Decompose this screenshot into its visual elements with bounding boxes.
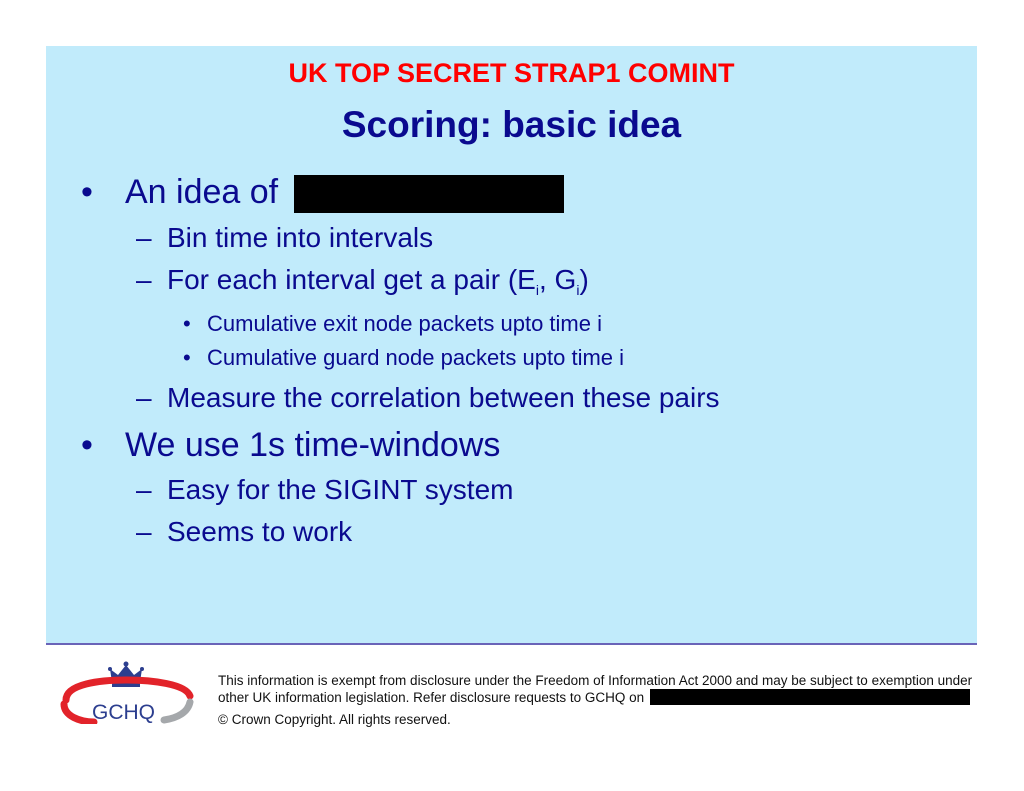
footer-line-2: other UK information legislation. Refer … (218, 689, 970, 705)
footer-line-2-text: other UK information legislation. Refer … (218, 690, 645, 705)
redaction-bar (293, 175, 564, 214)
dash-marker: – (136, 516, 152, 547)
pair-text-start: For each interval get a pair (E (167, 264, 536, 295)
bullet-marker: • (81, 426, 93, 464)
bullet-marker: • (183, 345, 191, 370)
subitem-pair: – For each interval get a pair (Ei, Gi) (136, 264, 589, 298)
bullet-time-windows-text: We use 1s time-windows (125, 426, 501, 464)
subsubitem-guard-node: • Cumulative guard node packets upto tim… (183, 345, 624, 371)
dash-marker: – (136, 474, 152, 505)
subitem-pair-text: For each interval get a pair (Ei, Gi) (167, 264, 589, 298)
subitem-sigint: – Easy for the SIGINT system (136, 474, 513, 506)
subsubitem-exit-node-text: Cumulative exit node packets upto time i (207, 311, 602, 336)
subitem-sigint-text: Easy for the SIGINT system (167, 474, 514, 505)
slide-title: Scoring: basic idea (341, 104, 682, 145)
pair-text-end: ) (579, 264, 589, 295)
bullet-idea: • An idea of (81, 173, 564, 214)
subitem-bin-time: – Bin time into intervals (136, 222, 433, 254)
dash-marker: – (136, 264, 152, 295)
subitem-correlation-text: Measure the correlation between these pa… (167, 382, 720, 413)
subitem-correlation: – Measure the correlation between these … (136, 382, 720, 414)
redaction-bar (649, 689, 970, 705)
pair-text-middle: , G (538, 264, 577, 295)
bullet-time-windows: • We use 1s time-windows (81, 426, 500, 465)
bullet-marker: • (81, 173, 93, 211)
subitem-seems-to-work: – Seems to work (136, 516, 352, 548)
slide-panel: UK TOP SECRET STRAP1 COMINT Scoring: bas… (46, 46, 977, 643)
footer-line-1: This information is exempt from disclosu… (218, 673, 973, 688)
dash-marker: – (136, 222, 152, 253)
logo-wordmark: GCHQ (92, 701, 155, 724)
subscript-i: i (535, 282, 539, 298)
subitem-bin-time-text: Bin time into intervals (167, 222, 434, 253)
bullet-marker: • (183, 311, 191, 336)
subscript-i: i (576, 282, 580, 298)
subsubitem-exit-node: • Cumulative exit node packets upto time… (183, 311, 602, 337)
gchq-logo: GCHQ (60, 661, 194, 724)
classification-banner: UK TOP SECRET STRAP1 COMINT (288, 58, 735, 88)
bullet-idea-text: An idea of (125, 173, 279, 211)
footer-divider (46, 643, 977, 645)
subsubitem-guard-node-text: Cumulative guard node packets upto time … (207, 345, 625, 370)
footer-copyright: © Crown Copyright. All rights reserved. (218, 712, 451, 727)
dash-marker: – (136, 382, 152, 413)
subitem-seems-to-work-text: Seems to work (167, 516, 353, 547)
